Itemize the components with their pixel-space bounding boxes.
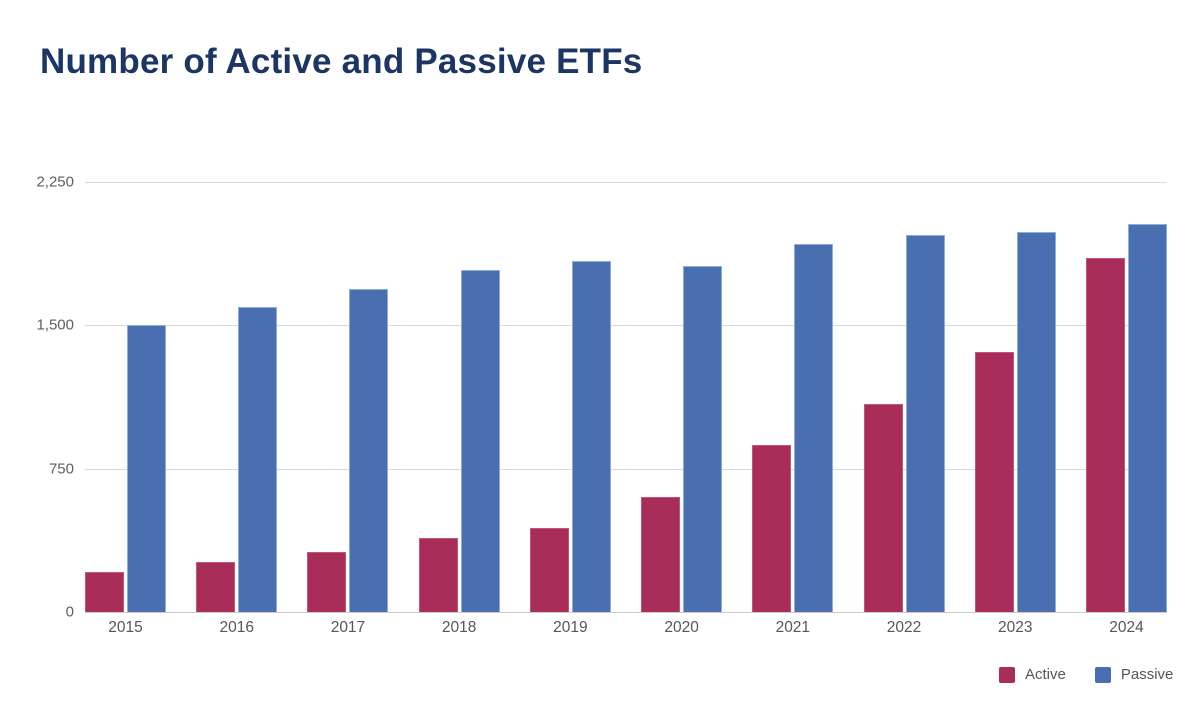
chart-legend: Active Passive <box>999 666 1173 683</box>
bar-active-2024 <box>1085 257 1125 612</box>
legend-item-passive: Passive <box>1094 666 1174 683</box>
bar-active-2015 <box>85 571 124 612</box>
bar-active-2017 <box>307 551 347 612</box>
x-tick-label-2016: 2016 <box>219 619 254 636</box>
bar-active-2021 <box>752 444 792 612</box>
x-tick-label-2020: 2020 <box>664 619 699 636</box>
y-tick-label: 0 <box>65 603 74 621</box>
bar-active-2020 <box>641 497 681 612</box>
gridline-1500 <box>85 325 1167 327</box>
bar-active-2023 <box>974 352 1014 612</box>
plot-area: 2,250 1,500 750 0 2015 2016 2017 2018 2019 20… <box>36 174 1167 636</box>
bar-active-2022 <box>863 403 903 612</box>
bar-groups: 2015 2016 2017 2018 2019 2020 2021 2022 2023 2024 <box>85 182 1167 636</box>
bar-group-2016: 2016 <box>196 182 278 636</box>
gridline-2250 <box>85 182 1167 183</box>
bar-active-2019 <box>529 527 569 612</box>
y-tick-label: 1,500 <box>36 316 74 334</box>
active-color-swatch <box>999 666 1015 683</box>
legend-item-active: Active <box>999 666 1066 683</box>
x-tick-label-2021: 2021 <box>775 619 811 636</box>
x-tick-label-2022: 2022 <box>886 619 922 636</box>
x-tick-label-2017: 2017 <box>330 619 366 636</box>
bar-passive-2020 <box>683 266 723 612</box>
bar-passive-2024 <box>1127 224 1167 612</box>
bar-group-2022: 2022 <box>863 182 945 636</box>
x-tick-label-2024: 2024 <box>1109 619 1144 636</box>
bar-passive-2018 <box>460 269 500 612</box>
bar-passive-2021 <box>794 244 834 612</box>
bar-group-2019: 2019 <box>529 182 611 636</box>
bar-group-2018: 2018 <box>418 182 500 636</box>
bar-active-2016 <box>196 562 236 612</box>
bar-group-2023: 2023 <box>974 182 1056 636</box>
bar-passive-2015 <box>127 325 166 612</box>
x-tick-label-2019: 2019 <box>553 619 588 636</box>
x-tick-label-2015: 2015 <box>108 619 143 636</box>
bar-passive-2023 <box>1016 231 1056 612</box>
bar-passive-2017 <box>349 289 389 612</box>
chart-title: Number of Active and Passive ETFs <box>40 42 643 81</box>
y-tick-label: 2,250 <box>36 173 74 191</box>
legend-label-passive: Passive <box>1120 666 1174 683</box>
bar-passive-2022 <box>905 234 945 612</box>
bar-passive-2019 <box>571 261 611 612</box>
bar-group-2015: 2015 <box>85 182 166 636</box>
bar-group-2021: 2021 <box>752 182 834 636</box>
bar-passive-2016 <box>238 307 278 612</box>
gridline-750 <box>85 468 1167 470</box>
x-tick-label-2018: 2018 <box>441 619 477 636</box>
bar-active-2018 <box>418 538 458 612</box>
bar-group-2017: 2017 <box>307 182 389 636</box>
passive-color-swatch <box>1094 666 1111 683</box>
legend-label-active: Active <box>1025 666 1066 683</box>
x-axis-baseline <box>85 612 1167 613</box>
bar-group-2024: 2024 <box>1085 182 1167 636</box>
bar-group-2020: 2020 <box>641 182 723 636</box>
y-tick-label: 750 <box>48 460 74 478</box>
x-tick-label-2023: 2023 <box>998 619 1033 636</box>
